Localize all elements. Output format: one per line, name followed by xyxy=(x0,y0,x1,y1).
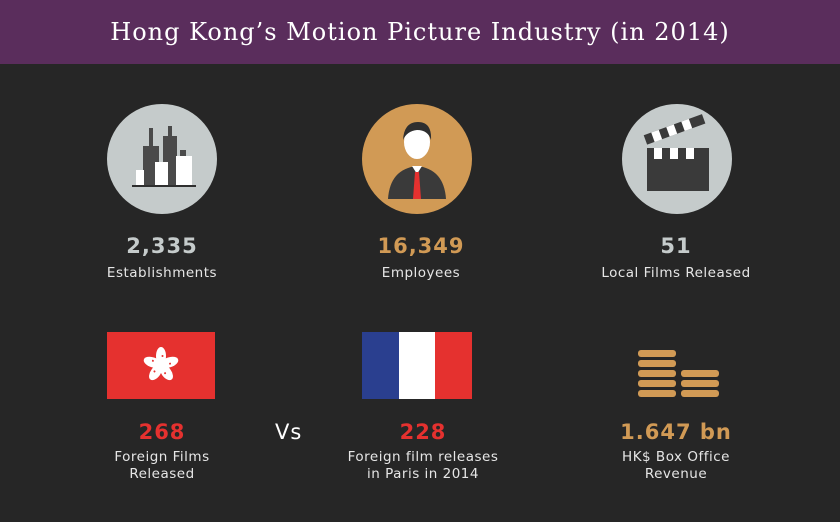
establishments-label: Establishments xyxy=(106,265,218,281)
paris-films-label-line1: Foreign film releases xyxy=(347,449,499,465)
foreign-films-label-line1: Foreign Films xyxy=(114,449,210,465)
france-flag-icon xyxy=(362,332,473,399)
clapperboard-icon xyxy=(622,104,732,214)
employees-label: Employees xyxy=(381,265,461,281)
vs-label: Vs xyxy=(275,420,303,444)
paris-films-value: 228 xyxy=(399,420,447,444)
box-office-value: 1.647 bn xyxy=(620,420,732,444)
local-films-value: 51 xyxy=(660,234,692,258)
coin-stacks-icon xyxy=(635,346,725,404)
foreign-films-value: 268 xyxy=(138,420,186,444)
employees-value: 16,349 xyxy=(377,234,465,258)
establishments-value: 2,335 xyxy=(126,234,198,258)
box-office-label-line2: Revenue xyxy=(644,466,708,482)
paris-films-label-line2: in Paris in 2014 xyxy=(367,466,479,482)
buildings-icon xyxy=(107,104,217,214)
local-films-label: Local Films Released xyxy=(601,265,751,281)
page-title: Hong Kong’s Motion Picture Industry (in … xyxy=(110,18,730,46)
foreign-films-label-line2: Released xyxy=(129,466,195,482)
hong-kong-flag-icon xyxy=(107,332,215,399)
person-icon xyxy=(362,104,472,214)
title-banner: Hong Kong’s Motion Picture Industry (in … xyxy=(0,0,840,64)
box-office-label-line1: HK$ Box Office xyxy=(622,449,730,465)
